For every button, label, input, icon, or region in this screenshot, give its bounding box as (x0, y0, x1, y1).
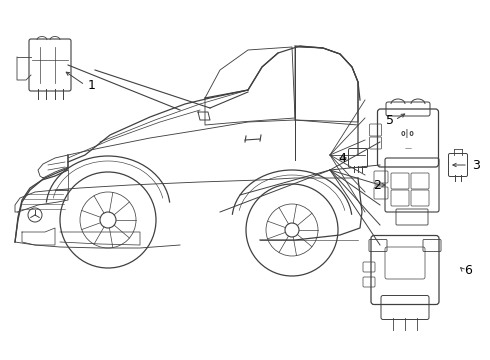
Text: 1: 1 (88, 78, 96, 91)
Text: —: — (405, 145, 412, 151)
Text: 3: 3 (472, 158, 480, 171)
Text: o|o: o|o (401, 129, 415, 138)
Text: 2: 2 (373, 179, 381, 192)
Text: 4: 4 (338, 152, 346, 165)
Text: 5: 5 (386, 113, 394, 126)
Text: 6: 6 (464, 264, 472, 276)
